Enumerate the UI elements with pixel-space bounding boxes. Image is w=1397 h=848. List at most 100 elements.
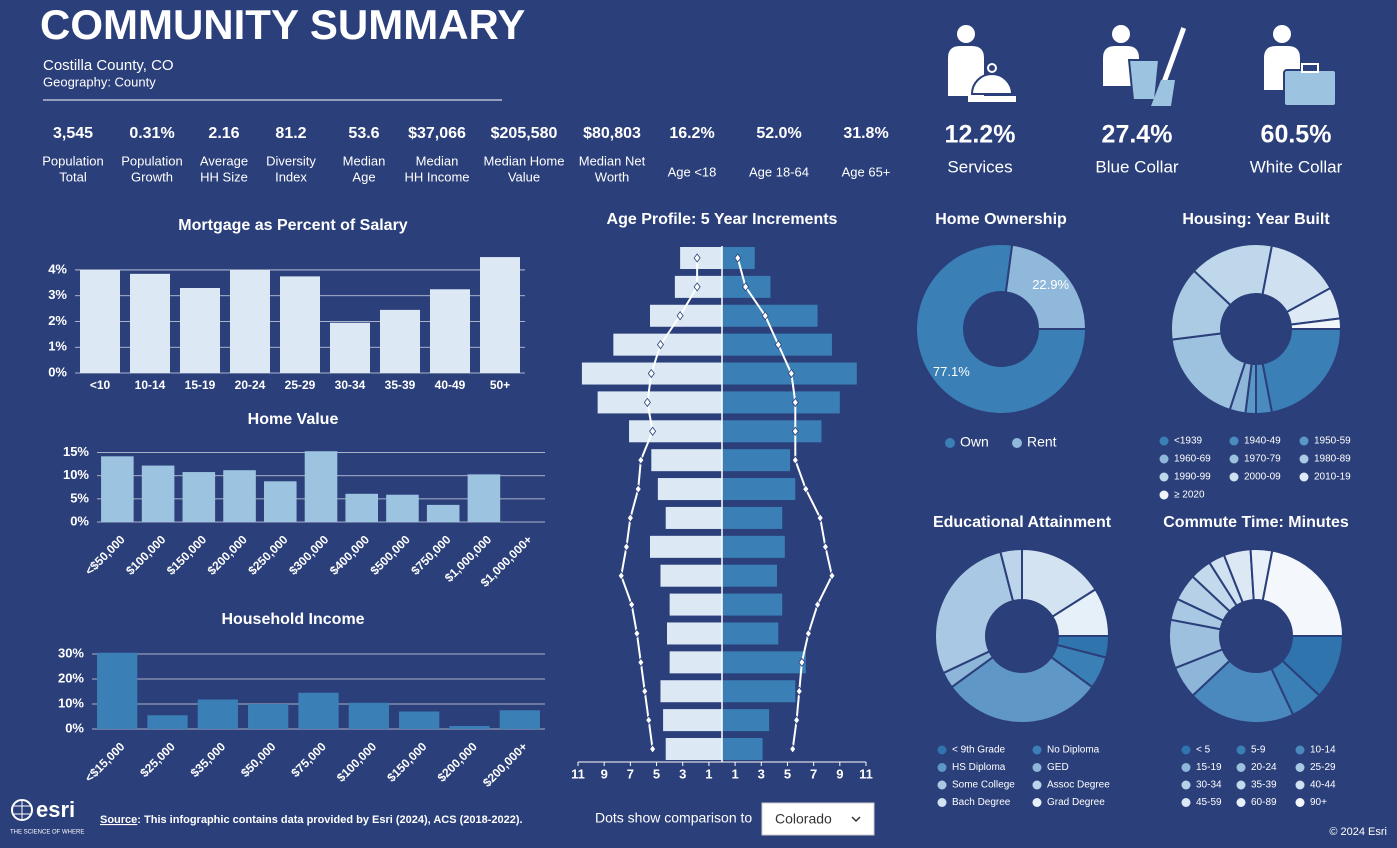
bar bbox=[248, 704, 289, 729]
legend-label: 1970-79 bbox=[1244, 454, 1281, 465]
stat-value: 81.2 bbox=[275, 125, 306, 142]
comparison-dot bbox=[804, 628, 812, 639]
copyright: © 2024 Esri bbox=[1329, 826, 1387, 838]
legend-label: 25-29 bbox=[1310, 762, 1336, 773]
chart-title: Commute Time: Minutes bbox=[1163, 514, 1349, 531]
source: Source: This infographic contains data p… bbox=[100, 814, 523, 826]
bar bbox=[426, 504, 460, 522]
age-bar bbox=[722, 535, 785, 558]
stat-label: Total bbox=[59, 169, 87, 184]
y-tick-label: 20% bbox=[58, 670, 84, 685]
donut-slice bbox=[1289, 317, 1343, 330]
age-bar bbox=[722, 478, 796, 501]
bar bbox=[147, 715, 188, 729]
comparison-dot bbox=[628, 599, 636, 610]
legend-swatch bbox=[1032, 763, 1042, 772]
comparison-dot bbox=[693, 282, 701, 292]
dropdown-chevron[interactable] bbox=[851, 816, 861, 823]
legend-label: No Diploma bbox=[1047, 745, 1100, 756]
comparison-dot bbox=[641, 686, 649, 696]
stat-value: 3,545 bbox=[53, 125, 93, 142]
stat-label: HH Income bbox=[404, 169, 469, 184]
x-tick-label: 3 bbox=[679, 766, 686, 781]
stat-label: Worth bbox=[595, 169, 629, 184]
stat-label: Median Net bbox=[579, 153, 646, 168]
dropdown-value[interactable]: Colorado bbox=[775, 811, 832, 827]
bar bbox=[499, 710, 540, 729]
stat-label: Population bbox=[121, 153, 182, 168]
x-tick-label: 1 bbox=[705, 766, 712, 781]
dropdown[interactable] bbox=[761, 802, 875, 836]
stat-label: Age bbox=[352, 169, 375, 184]
y-tick-label: 1% bbox=[48, 339, 67, 354]
stat-value: 16.2% bbox=[669, 125, 714, 142]
legend-swatch bbox=[1229, 436, 1239, 446]
x-tick-label: 5 bbox=[653, 766, 660, 781]
x-tick-label: 7 bbox=[627, 766, 634, 781]
legend-swatch bbox=[1295, 763, 1305, 772]
age-bar bbox=[722, 738, 763, 760]
age-bar bbox=[722, 506, 783, 529]
comparison-dot bbox=[633, 628, 641, 639]
legend-swatch bbox=[1032, 745, 1042, 755]
comparison-dot bbox=[626, 513, 634, 523]
comparison-dot bbox=[637, 455, 645, 465]
donut-slice bbox=[934, 550, 1015, 675]
legend-label: 2010-19 bbox=[1314, 472, 1351, 483]
legend-label: Grad Degree bbox=[1047, 797, 1105, 808]
comparison-dot bbox=[643, 397, 651, 408]
legend-label: 35-39 bbox=[1251, 780, 1277, 791]
stat-label: Median bbox=[416, 153, 459, 168]
legend-swatch bbox=[1236, 745, 1246, 755]
comparison-dot bbox=[645, 715, 653, 725]
age-bar bbox=[722, 420, 822, 443]
legend-swatch bbox=[945, 438, 955, 448]
legend-swatch bbox=[937, 798, 947, 807]
x-tick-label: 11 bbox=[859, 766, 873, 781]
age-bar bbox=[669, 651, 722, 674]
legend-label: 30-34 bbox=[1196, 780, 1222, 791]
legend-swatch bbox=[1159, 436, 1169, 446]
comparison-dot bbox=[798, 657, 806, 668]
legend-label: 40-44 bbox=[1310, 780, 1336, 791]
stat-value: 31.8% bbox=[843, 125, 888, 142]
bar bbox=[223, 470, 256, 522]
bar bbox=[380, 309, 420, 373]
comparison-dot bbox=[734, 253, 742, 263]
bar bbox=[263, 481, 297, 522]
age-bar bbox=[722, 709, 770, 732]
x-tick-label: 50+ bbox=[490, 378, 510, 392]
x-tick-label: 9 bbox=[836, 766, 843, 781]
comparison-dot bbox=[622, 542, 630, 552]
comparison-line bbox=[736, 257, 834, 750]
bar bbox=[480, 257, 520, 373]
chart-title: Home Ownership bbox=[935, 211, 1067, 228]
legend-swatch bbox=[1236, 780, 1246, 790]
y-tick-label: 5% bbox=[70, 490, 89, 505]
occupation-label: Blue Collar bbox=[1095, 157, 1178, 176]
legend-label: 2000-09 bbox=[1244, 472, 1281, 483]
stat-label: Age <18 bbox=[668, 164, 717, 179]
stat-label: Growth bbox=[131, 169, 173, 184]
stat-value: $205,580 bbox=[491, 125, 558, 142]
age-bar bbox=[667, 622, 722, 645]
legend-swatch bbox=[1181, 745, 1191, 755]
x-tick-label: 3 bbox=[758, 766, 765, 781]
legend-label: GED bbox=[1047, 762, 1069, 773]
comparison-dot bbox=[791, 455, 799, 465]
legend-label: Rent bbox=[1027, 434, 1057, 450]
age-bar bbox=[722, 449, 791, 472]
donut-slice bbox=[1191, 659, 1295, 724]
stat-label: Age 18-64 bbox=[749, 164, 809, 179]
y-tick-label: 0% bbox=[48, 364, 67, 379]
comparison-dot bbox=[649, 426, 657, 436]
location: Costilla County, CO bbox=[43, 57, 174, 74]
stat-value: $37,066 bbox=[408, 125, 466, 142]
legend-swatch bbox=[1229, 454, 1239, 464]
legend-label: 1950-59 bbox=[1314, 436, 1351, 447]
legend-label: Bach Degree bbox=[952, 797, 1011, 808]
donut-slice bbox=[1004, 243, 1088, 330]
legend-label: 45-59 bbox=[1196, 797, 1222, 808]
comparison-label: Dots show comparison to bbox=[595, 810, 752, 826]
